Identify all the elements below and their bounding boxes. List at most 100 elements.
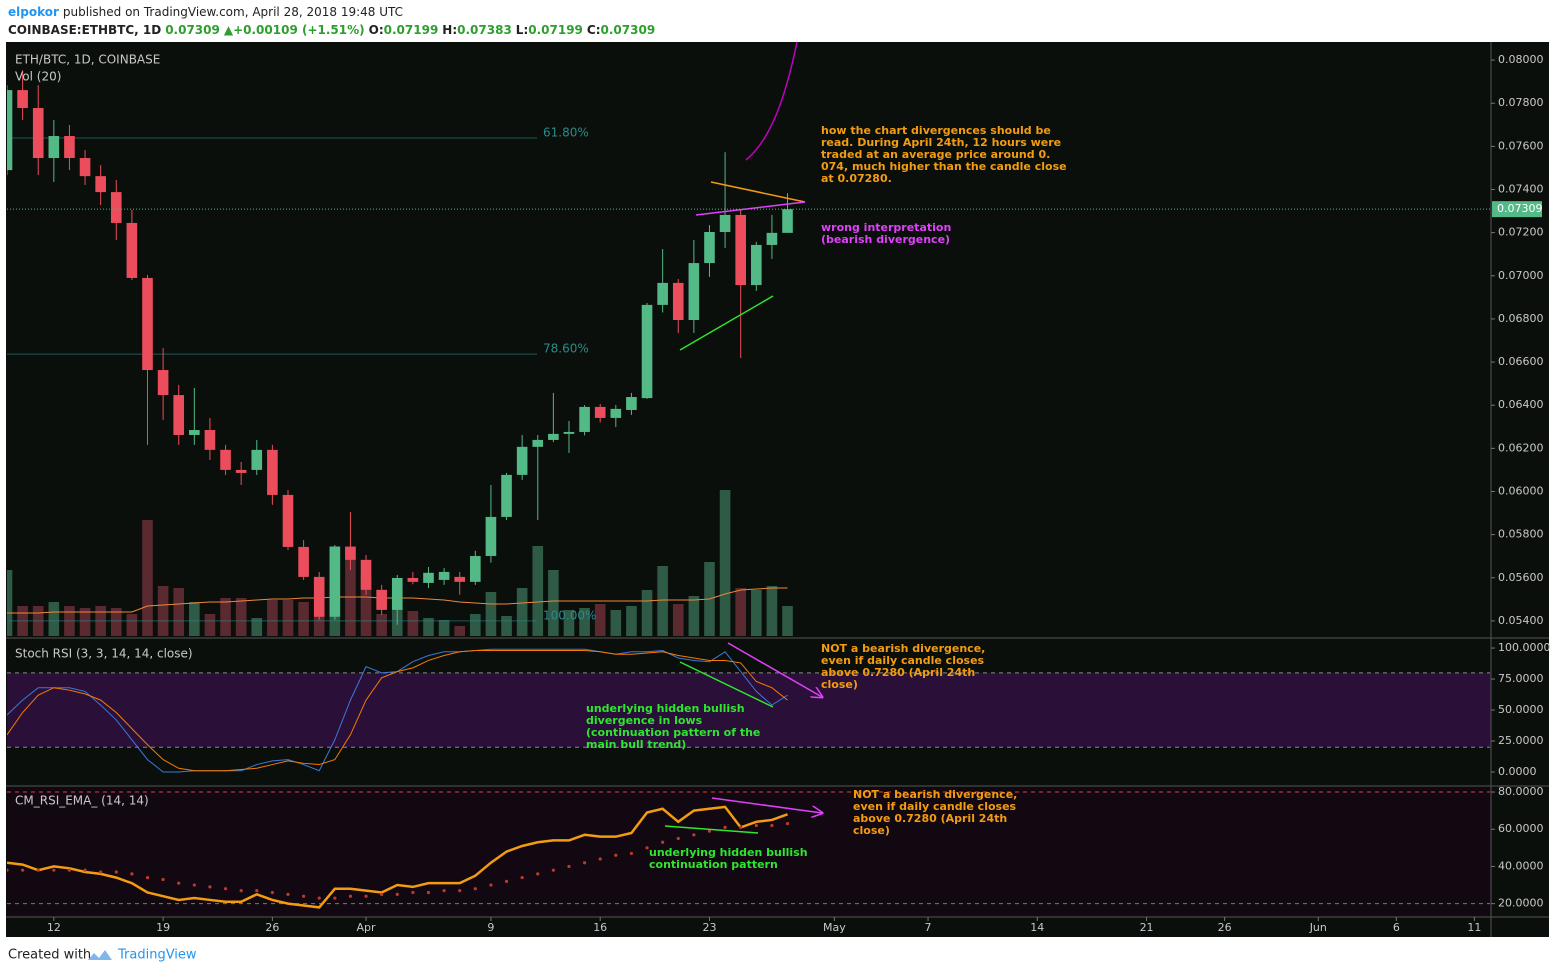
volume-bar <box>267 600 278 636</box>
candle-body <box>32 107 44 159</box>
volume-bar <box>376 614 387 636</box>
ema-dot <box>582 861 587 865</box>
volume-bar <box>454 626 466 636</box>
candle-body <box>657 282 668 305</box>
candle-body <box>532 439 544 447</box>
x-tick-label: May <box>823 921 846 934</box>
candle-body <box>704 232 715 264</box>
last-price-box <box>1492 201 1542 218</box>
footer-created: Created with <box>8 948 91 963</box>
trend-curve <box>745 41 798 161</box>
annotation-line: divergence in lows <box>586 714 703 727</box>
volume-bar <box>485 592 497 636</box>
ema-dot <box>754 823 758 828</box>
volume-bar <box>110 608 122 636</box>
candle-body <box>594 406 606 418</box>
annotation-line: how the chart divergences should be <box>821 124 1051 137</box>
ema-dot <box>83 868 87 872</box>
ema-dot <box>645 846 649 850</box>
volume-bar <box>173 588 185 636</box>
ema-dot <box>723 825 727 829</box>
volume-bar <box>220 598 231 636</box>
volume-bar <box>672 604 684 636</box>
annotation-line: NOT a bearish divergence, <box>853 788 1017 801</box>
ema-dot <box>7 868 9 872</box>
symbol-line: COINBASE:ETHBTC, 1D 0.07309 ▲+0.00109 (+1.… <box>8 23 655 37</box>
candle-body <box>501 474 512 517</box>
ema-dot <box>255 889 259 893</box>
trend-line <box>695 201 806 216</box>
volume-bar <box>423 618 434 636</box>
plot-area: 61.80% 78.60% 100.00% <box>7 70 1491 915</box>
candle-body <box>454 576 466 582</box>
ema-dot <box>707 829 712 833</box>
logo <box>88 950 112 960</box>
c-label: C: <box>587 23 601 37</box>
ema-dot <box>130 872 134 876</box>
annotation: NOT a bearish divergence, even if daily c… <box>821 642 985 691</box>
y-tick-label: 0.05800 <box>1498 528 1544 541</box>
footer-brand[interactable]: TradingView <box>117 948 197 963</box>
volume-bar <box>204 614 216 636</box>
ema-dot <box>567 864 571 869</box>
volume-bar <box>313 616 325 636</box>
candle-body <box>126 222 138 278</box>
volume-bar <box>157 586 169 636</box>
x-tick-label: 9 <box>487 921 494 934</box>
y-tick-label: 80.0000 <box>1498 785 1544 798</box>
y-tick-label: 0.06800 <box>1498 312 1544 325</box>
candle-body <box>189 430 200 435</box>
pane-title: CM_RSI_EMA_ (14, 14) <box>15 794 149 808</box>
annotation: wrong interpretation (bearish divergence) <box>821 221 951 246</box>
indicator-line <box>7 650 788 772</box>
x-tick-label: 19 <box>156 921 170 934</box>
candle-body <box>251 449 263 470</box>
candle-body <box>516 446 528 475</box>
drawings <box>664 41 822 834</box>
fib-label: 78.60% <box>543 342 589 356</box>
ema-dot <box>333 896 337 900</box>
candle-body <box>626 397 637 410</box>
volume-bar <box>610 610 622 636</box>
ema-dot <box>629 851 634 856</box>
volume-bar <box>657 566 668 636</box>
volume-bar <box>735 588 747 636</box>
volume-bar <box>189 602 200 636</box>
volume-bar <box>594 604 606 636</box>
x-tick-label: 6 <box>1393 921 1400 934</box>
ema-dot <box>52 868 56 872</box>
ema-dot <box>395 892 399 896</box>
volume-bar <box>579 608 590 636</box>
x-tick-label: 11 <box>1467 921 1481 934</box>
candle-body <box>345 546 356 560</box>
candle-body <box>110 192 122 223</box>
candle-body <box>235 469 247 473</box>
candle-body <box>7 90 13 171</box>
annotation-line: wrong interpretation <box>821 221 951 234</box>
candle-body <box>719 214 731 233</box>
candle-body <box>548 433 559 440</box>
ema-dot <box>208 885 212 889</box>
x-tick-label: 14 <box>1030 921 1044 934</box>
ema-dot <box>785 822 790 826</box>
ema-dot <box>380 892 384 896</box>
candle-body <box>782 209 793 233</box>
volume-bar <box>345 546 356 636</box>
candle-body <box>17 90 28 108</box>
candle-body <box>204 430 216 450</box>
volume-bar <box>470 614 481 636</box>
ema-dot <box>426 890 431 895</box>
y-tick-label: 20.0000 <box>1498 897 1544 910</box>
ema-dot <box>442 889 446 893</box>
ema-dot <box>692 833 696 837</box>
candle-body <box>610 408 622 418</box>
volume-bar <box>251 618 263 636</box>
pane-title: ETH/BTC, 1D, COINBASE <box>15 53 160 67</box>
o-label: O: <box>369 23 384 37</box>
o-value: 0.07199 <box>384 23 439 37</box>
h-value: 0.07383 <box>457 23 512 37</box>
annotation-line: underlying hidden bullish <box>649 846 808 859</box>
x-tick-label: 26 <box>1218 921 1232 934</box>
volume-bar <box>563 610 575 636</box>
